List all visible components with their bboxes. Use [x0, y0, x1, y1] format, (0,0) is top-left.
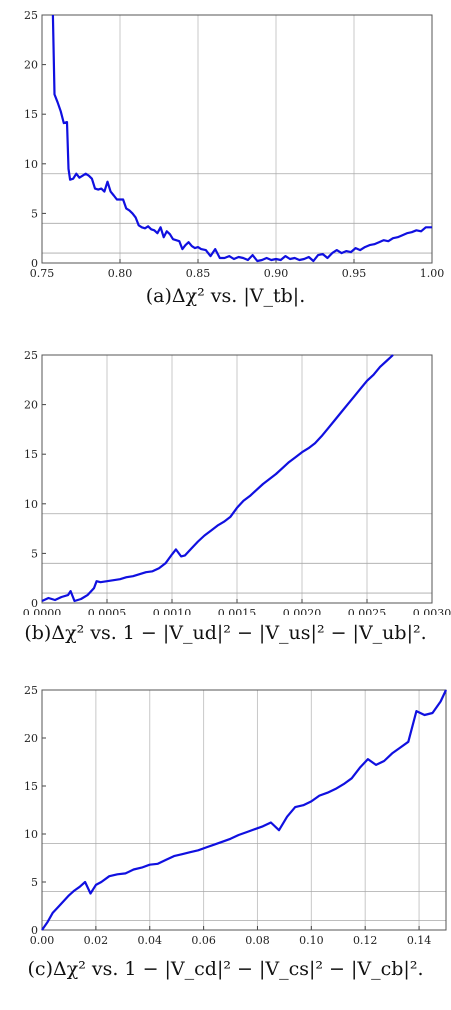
xtick-label-b-3: 0.0015 — [218, 607, 257, 615]
xtick-label-b-2: 0.0010 — [153, 607, 192, 615]
series-line-b-0 — [41, 354, 394, 603]
series-line-a-0 — [51, 14, 432, 263]
xtick-label-c-4: 0.08 — [245, 934, 270, 947]
ytick-label-a-1: 5 — [31, 207, 38, 220]
plot-frame-b — [41, 354, 433, 604]
ytick-label-c-1: 5 — [31, 876, 38, 889]
ytick-label-b-4: 20 — [24, 399, 38, 412]
xtick-label-c-0: 0.00 — [30, 934, 55, 947]
xtick-label-c-3: 0.06 — [191, 934, 216, 947]
ytick-label-c-2: 10 — [24, 828, 38, 841]
chart-panel-c: 0.00 0.02 0.04 0.06 0.08 0.10 0.12 0.14 0 5 10 15 20… — [0, 670, 451, 950]
xtick-label-b-0: 0.0000 — [23, 607, 62, 615]
ytick-label-a-3: 15 — [24, 108, 38, 121]
ytick-label-c-0: 0 — [31, 924, 38, 937]
ytick-label-b-1: 5 — [31, 547, 38, 560]
ytick-label-b-3: 15 — [24, 448, 38, 461]
xtick-label-a-2: 0.85 — [186, 267, 211, 280]
caption-b: (b)Δχ² vs. 1 − |V_ud|² − |V_us|² − |V_ub… — [24, 622, 427, 644]
xtick-label-c-7: 0.14 — [407, 934, 432, 947]
chart-a: 0.75 0.80 0.85 0.90 0.95 1.00 0 5 10 15 20 25 — [24, 9, 445, 280]
xtick-label-c-2: 0.04 — [137, 934, 162, 947]
ytick-label-c-4: 20 — [24, 732, 38, 745]
xtick-label-a-0: 0.75 — [30, 267, 55, 280]
ytick-label-b-5: 25 — [24, 349, 38, 362]
xtick-label-b-1: 0.0005 — [88, 607, 127, 615]
ytick-label-c-3: 15 — [24, 780, 38, 793]
chart-c: 0.00 0.02 0.04 0.06 0.08 0.10 0.12 0.14 0 5 10 15 20… — [24, 684, 447, 947]
series-line-c-0 — [41, 689, 447, 931]
xtick-label-a-4: 0.95 — [342, 267, 367, 280]
ytick-label-a-0: 0 — [31, 257, 38, 270]
ytick-label-a-4: 20 — [24, 59, 38, 72]
xtick-label-b-6: 0.0030 — [413, 607, 451, 615]
xtick-label-c-5: 0.10 — [299, 934, 324, 947]
plot-frame-a — [41, 14, 433, 264]
xtick-label-a-1: 0.80 — [108, 267, 133, 280]
caption-c: (c)Δχ² vs. 1 − |V_cd|² − |V_cs|² − |V_cb… — [27, 958, 424, 980]
xtick-label-b-5: 0.0025 — [348, 607, 387, 615]
xtick-label-c-6: 0.12 — [353, 934, 378, 947]
xtick-label-a-3: 0.90 — [264, 267, 289, 280]
ytick-label-a-5: 25 — [24, 9, 38, 22]
ytick-label-a-2: 10 — [24, 158, 38, 171]
chart-panel-a: 0.75 0.80 0.85 0.90 0.95 1.00 0 5 10 15 20 25 — [0, 0, 451, 280]
xtick-label-c-1: 0.02 — [84, 934, 109, 947]
chart-b: 0.0000 0.0005 0.0010 0.0015 0.0020 0.0025 0.00… — [23, 349, 451, 615]
caption-a: (a)Δχ² vs. |V_tb|. — [145, 285, 306, 307]
ytick-label-b-0: 0 — [31, 597, 38, 610]
chart-panel-b: 0.0000 0.0005 0.0010 0.0015 0.0020 0.0025 0.00… — [0, 335, 451, 615]
plot-frame-c — [41, 689, 447, 931]
xtick-label-a-5: 1.00 — [420, 267, 445, 280]
xtick-label-b-4: 0.0020 — [283, 607, 322, 615]
ytick-label-c-5: 25 — [24, 684, 38, 697]
ytick-label-b-2: 10 — [24, 498, 38, 511]
